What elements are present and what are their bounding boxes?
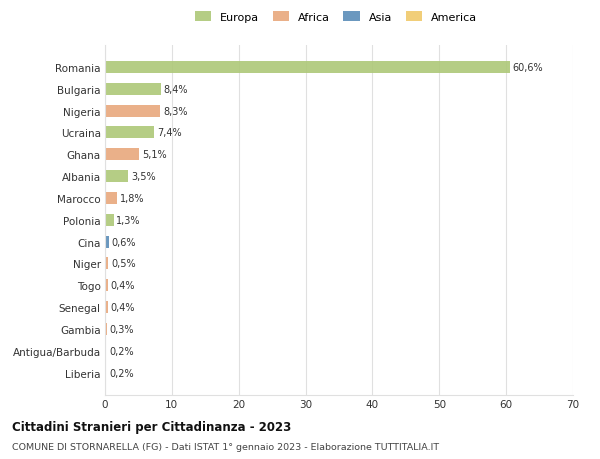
Text: 0,3%: 0,3%: [110, 325, 134, 334]
Text: 0,5%: 0,5%: [111, 259, 136, 269]
Legend: Europa, Africa, Asia, America: Europa, Africa, Asia, America: [194, 12, 478, 23]
Bar: [105, 171, 128, 183]
Bar: [105, 127, 154, 139]
Text: 1,3%: 1,3%: [116, 215, 141, 225]
Bar: [105, 106, 160, 118]
Bar: [105, 149, 139, 161]
Bar: [105, 258, 109, 270]
Bar: [105, 323, 107, 335]
Bar: [105, 367, 106, 379]
Bar: [105, 84, 161, 95]
Bar: [105, 345, 106, 357]
Bar: [105, 302, 107, 313]
Bar: [105, 280, 107, 292]
Text: 5,1%: 5,1%: [142, 150, 166, 160]
Text: COMUNE DI STORNARELLA (FG) - Dati ISTAT 1° gennaio 2023 - Elaborazione TUTTITALI: COMUNE DI STORNARELLA (FG) - Dati ISTAT …: [12, 442, 439, 451]
Text: 7,4%: 7,4%: [157, 128, 182, 138]
Text: 8,4%: 8,4%: [164, 84, 188, 95]
Bar: [105, 62, 510, 74]
Text: 8,3%: 8,3%: [163, 106, 188, 116]
Text: 0,6%: 0,6%: [112, 237, 136, 247]
Text: 0,2%: 0,2%: [109, 346, 134, 356]
Text: 1,8%: 1,8%: [120, 194, 144, 203]
Text: Cittadini Stranieri per Cittadinanza - 2023: Cittadini Stranieri per Cittadinanza - 2…: [12, 420, 291, 433]
Bar: [105, 214, 113, 226]
Bar: [105, 192, 117, 205]
Text: 3,5%: 3,5%: [131, 172, 155, 182]
Text: 0,4%: 0,4%: [110, 302, 135, 313]
Bar: [105, 236, 109, 248]
Text: 0,4%: 0,4%: [110, 281, 135, 291]
Text: 60,6%: 60,6%: [513, 63, 544, 73]
Text: 0,2%: 0,2%: [109, 368, 134, 378]
